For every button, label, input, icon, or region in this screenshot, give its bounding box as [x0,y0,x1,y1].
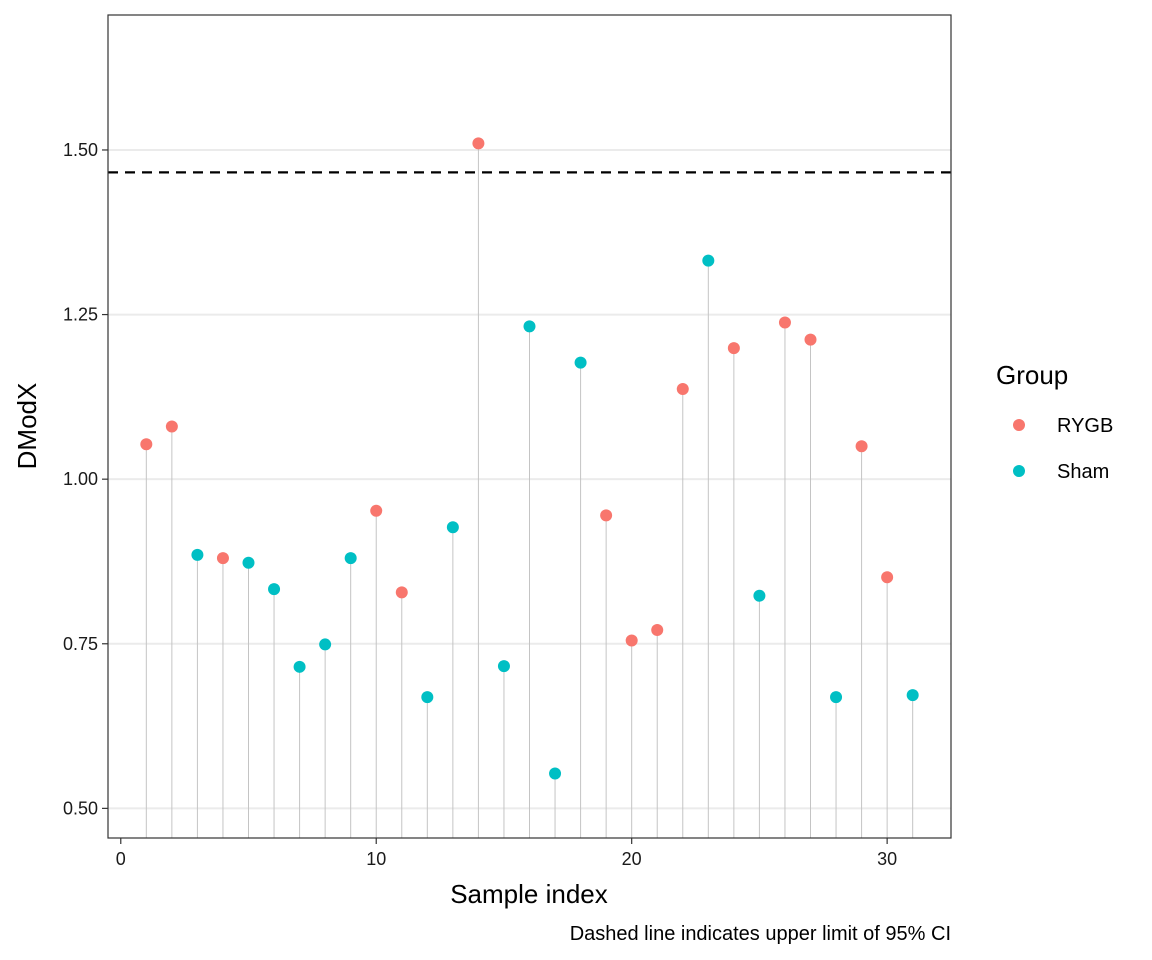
data-point [242,556,255,569]
panel-border [107,14,952,839]
x-tick-label: 10 [366,849,386,869]
data-point [268,583,281,596]
data-point [523,320,536,333]
legend-key-sham [1013,465,1025,477]
data-point [549,767,562,780]
legend-title: Group [996,360,1068,390]
legend-key-rygb [1013,419,1025,431]
data-point [370,504,383,517]
data-point [881,571,894,584]
x-axis-title: Sample index [450,879,608,909]
data-point [600,509,613,522]
data-point [165,420,178,433]
y-tick-label: 0.75 [63,634,98,654]
y-tick-label: 1.50 [63,140,98,160]
data-point [446,521,459,534]
legend: Group RYGB Sham [996,360,1113,483]
data-point [574,356,587,369]
axis-layer: 0.50 0.75 1.00 1.25 1.50 0 10 20 30 [63,140,897,869]
data-point [319,638,332,651]
legend-label-rygb: RYGB [1057,415,1113,437]
data-point [191,548,204,561]
data-point [293,660,306,673]
data-point [753,589,766,602]
x-tick-label: 0 [116,849,126,869]
data-point [395,586,408,599]
data-point [855,440,868,453]
data-point [727,342,740,355]
data-point [472,137,485,150]
data-point [676,382,689,395]
y-tick-label: 1.25 [63,305,98,325]
x-tick-label: 20 [622,849,642,869]
y-axis-title: DModX [12,383,42,470]
y-tick-label: 1.00 [63,469,98,489]
data-point [344,552,357,565]
caption: Dashed line indicates upper limit of 95%… [570,923,951,945]
data-point [140,438,153,451]
data-point [778,316,791,329]
data-point [830,691,843,704]
x-tick-label: 30 [877,849,897,869]
data-point [216,552,229,565]
data-point [906,689,919,702]
point-layer [140,137,919,780]
stem-layer [145,143,914,838]
data-point [421,691,434,704]
legend-label-sham: Sham [1057,461,1109,483]
data-point [497,660,510,673]
data-point [625,634,638,647]
data-point [804,333,817,346]
y-tick-label: 0.50 [63,798,98,818]
data-point [651,623,664,636]
data-point [702,254,715,267]
